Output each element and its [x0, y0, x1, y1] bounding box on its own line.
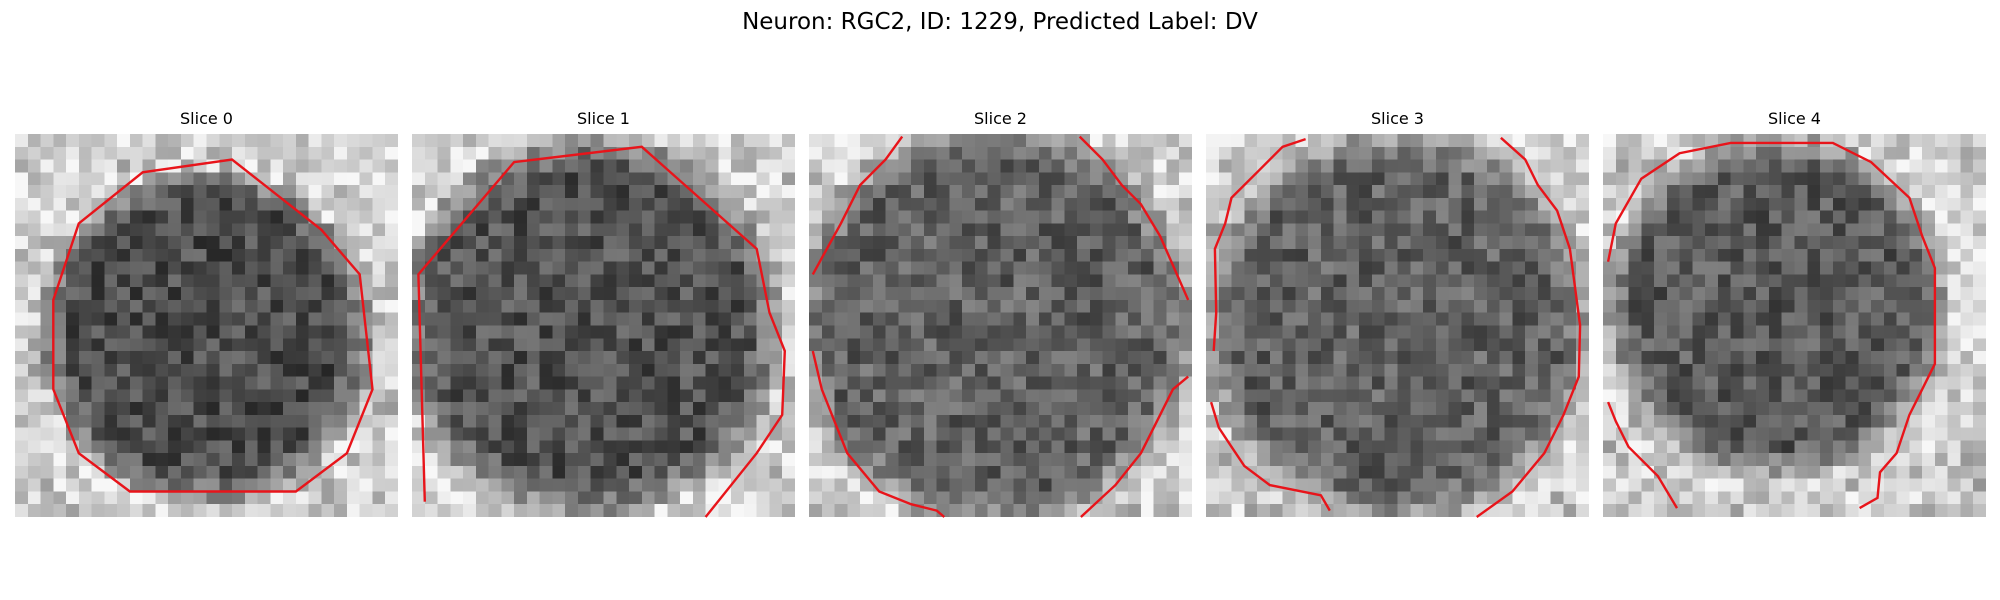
slice-3-contour-line-2: [1209, 401, 1331, 512]
slice-3-pixels: [1206, 134, 1589, 517]
slice-2-image: [809, 134, 1192, 518]
slice-1-image: [412, 134, 795, 518]
slice-2-contour-line-2: [811, 350, 946, 518]
slice-2-contour-line-1: [1078, 135, 1190, 301]
slice-2-contour-line-0: [811, 135, 904, 275]
slice-0-image: [15, 134, 398, 517]
slice-3-contour-line-0: [1212, 137, 1306, 352]
slice-1-contour-line-0: [417, 145, 787, 518]
slice-2-contour: [811, 135, 1190, 518]
slice-1-title: Slice 1: [577, 109, 630, 128]
figure-title: Neuron: RGC2, ID: 1229, Predicted Label:…: [742, 9, 1258, 35]
slice-2-title: Slice 2: [974, 109, 1027, 128]
slice-2-pixels: [809, 134, 1192, 517]
slice-0-title: Slice 0: [180, 109, 233, 128]
slice-4-title: Slice 4: [1768, 109, 1821, 128]
slice-3-title: Slice 3: [1371, 109, 1424, 128]
slice-4-pixels: [1603, 134, 1986, 517]
slice-4-contour-line-0: [1606, 141, 1937, 510]
slice-0-contour-line-0: [52, 158, 374, 493]
slice-4-contour-line-1: [1606, 401, 1679, 509]
slice-3-contour: [1209, 136, 1582, 518]
slice-2-contour-line-3: [1080, 375, 1189, 518]
slice-3-contour-line-1: [1476, 136, 1582, 518]
slice-4-contour: [1606, 141, 1937, 510]
slice-1-contour: [417, 145, 787, 518]
slice-0-contour: [52, 158, 374, 493]
slice-4-image: [1603, 134, 1986, 517]
slice-3-image: [1206, 134, 1589, 518]
slice-1-pixels: [412, 134, 795, 517]
